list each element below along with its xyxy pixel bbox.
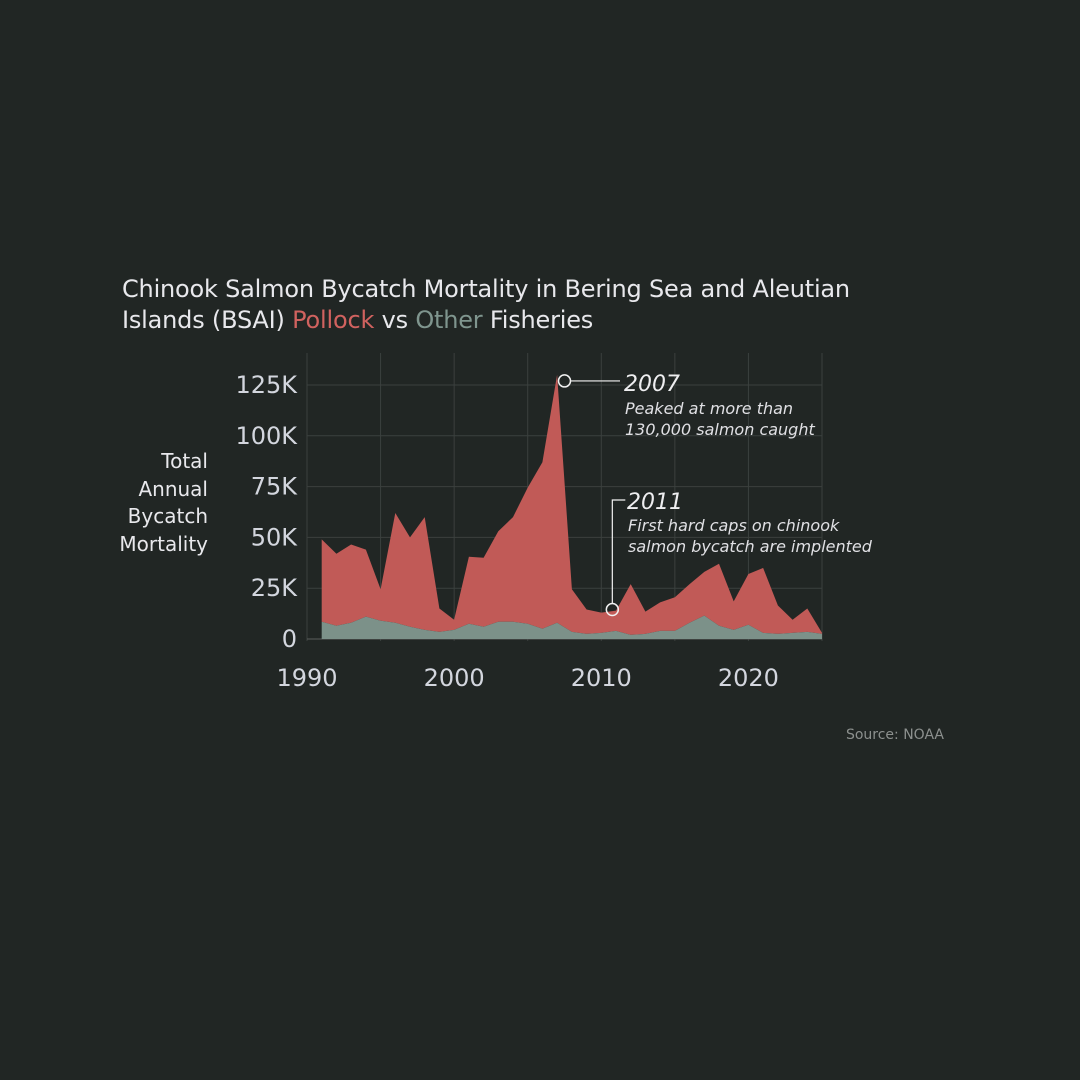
other-area (321, 615, 822, 639)
annotation-text: First hard caps on chinook (628, 516, 840, 535)
y-tick-label: 125K (235, 371, 298, 399)
x-tick-label: 2020 (718, 664, 779, 692)
annotation-text: Peaked at more than (625, 399, 793, 418)
title-line-1: Chinook Salmon Bycatch Mortality in Beri… (122, 275, 850, 303)
y-axis-label-line: Mortality (119, 531, 208, 556)
axis-ticks: 0 25K 50K 75K 100K 125K 1990 2000 2010 2020 (235, 371, 779, 692)
y-tick-label: 75K (251, 473, 299, 501)
y-tick-label: 25K (251, 574, 299, 602)
source-note: Source: NOAA (845, 727, 944, 743)
x-tick-label: 2010 (571, 664, 632, 692)
chart-title: Chinook Salmon Bycatch Mortality in Beri… (122, 274, 1002, 336)
y-axis-label-line: Annual (138, 476, 208, 501)
title-suffix: Fisheries (482, 306, 594, 334)
y-tick-label: 50K (251, 523, 299, 551)
annotation-year: 2007 (624, 372, 680, 397)
title-vs: vs (374, 306, 416, 334)
y-axis-label: Total Annual Bycatch Mortality (60, 448, 208, 558)
y-tick-label: 100K (235, 422, 298, 450)
annotations: 2007 Peaked at more than 130,000 salmon ca… (557, 372, 873, 617)
annotation-text: 130,000 salmon caught (625, 420, 815, 439)
annotation-text: salmon bycatch are implented (628, 537, 873, 556)
y-axis-label-line: Bycatch (127, 504, 208, 528)
series-areas (321, 374, 822, 639)
x-tick-label: 1990 (276, 664, 337, 692)
y-tick-label: 0 (282, 625, 297, 653)
annotation-year: 2011 (627, 490, 683, 515)
annotation-leader-line (611, 499, 626, 604)
x-tick-label: 2000 (424, 664, 485, 692)
title-pollock-word: Pollock (292, 306, 375, 334)
title-other-word: Other (415, 306, 483, 334)
pollock-area (321, 374, 822, 635)
y-axis-label-line: Total (161, 449, 208, 473)
title-line-2-prefix: Islands (BSAI) (122, 306, 293, 334)
